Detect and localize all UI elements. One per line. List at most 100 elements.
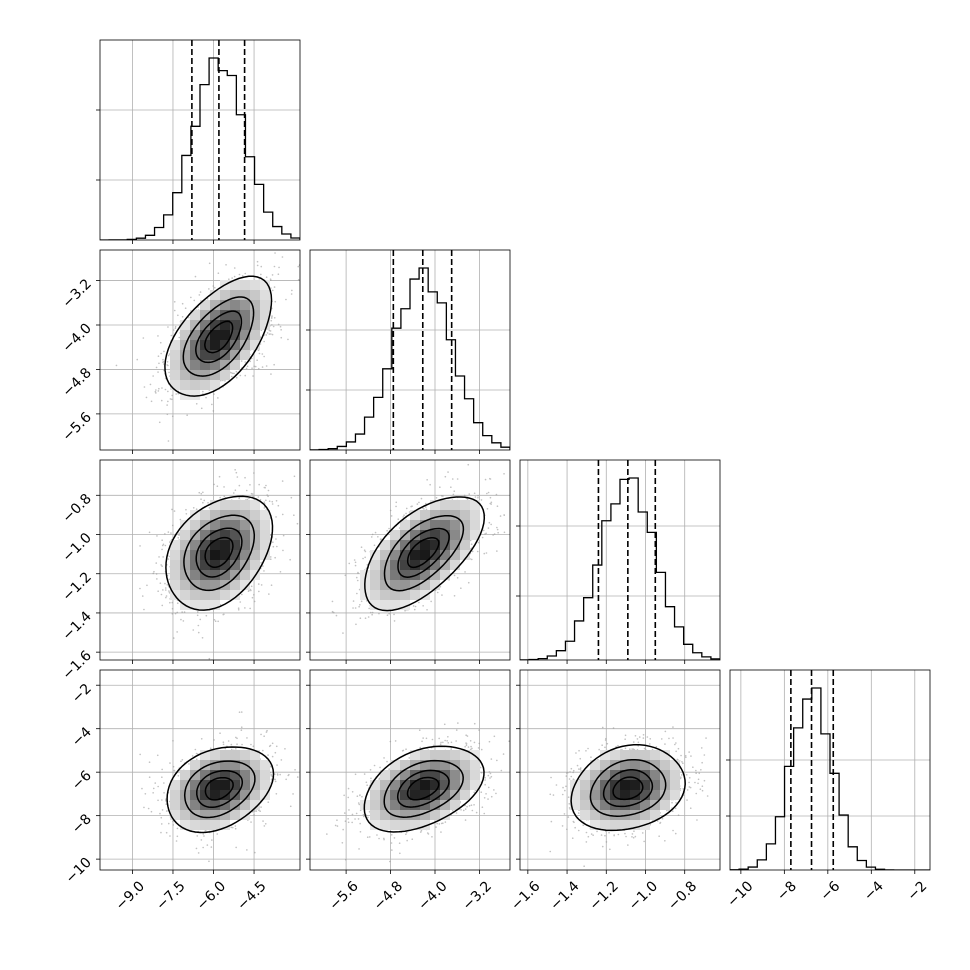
histogram-step bbox=[520, 477, 720, 660]
density-cell bbox=[450, 540, 460, 550]
x-tick-label: −10 bbox=[724, 878, 756, 910]
density-cell bbox=[420, 800, 430, 810]
density-cell bbox=[190, 330, 200, 340]
density-cell bbox=[180, 560, 190, 570]
density-cell bbox=[360, 590, 370, 600]
density-cell bbox=[240, 570, 250, 580]
density-cell bbox=[190, 310, 200, 320]
panel-plot-area bbox=[730, 670, 930, 870]
density-cell bbox=[470, 520, 480, 530]
density-cell bbox=[620, 760, 630, 770]
density-cell bbox=[250, 330, 260, 340]
density-cell bbox=[210, 340, 220, 350]
contour-line bbox=[602, 769, 654, 808]
density-cell bbox=[390, 560, 400, 570]
density-cell bbox=[670, 780, 680, 790]
x-tick-label: −2 bbox=[904, 878, 930, 904]
x-tick-label: −4 bbox=[861, 878, 887, 904]
y-tick-label: −2 bbox=[69, 681, 95, 707]
density-cell bbox=[230, 340, 240, 350]
density-cell bbox=[210, 570, 220, 580]
density-cell bbox=[230, 290, 240, 300]
density-cell bbox=[260, 760, 270, 770]
density-cell bbox=[220, 370, 230, 380]
density-cell bbox=[430, 570, 440, 580]
y-tick-label: −5.6 bbox=[59, 409, 94, 444]
density-cell bbox=[440, 530, 450, 540]
density-cell bbox=[210, 780, 220, 790]
density-cell bbox=[370, 780, 380, 790]
density-cell bbox=[660, 770, 670, 780]
density-cell bbox=[600, 750, 610, 760]
density-cell bbox=[450, 750, 460, 760]
density-cell bbox=[430, 770, 440, 780]
density-cell bbox=[650, 810, 660, 820]
panel-frame bbox=[309, 669, 511, 871]
density-cell bbox=[460, 790, 470, 800]
density-cell bbox=[250, 560, 260, 570]
contour-line bbox=[195, 310, 243, 364]
density-cell bbox=[180, 580, 190, 590]
y-tick-label: −0.8 bbox=[59, 491, 94, 526]
density-cell bbox=[580, 780, 590, 790]
density-cell bbox=[430, 530, 440, 540]
density-cell bbox=[370, 550, 380, 560]
density-cell bbox=[420, 750, 430, 760]
density-cell bbox=[470, 530, 480, 540]
panel-plot-area bbox=[310, 460, 510, 660]
density-cell bbox=[620, 800, 630, 810]
density-cell bbox=[400, 540, 410, 550]
density-cell bbox=[450, 770, 460, 780]
density-cell bbox=[260, 550, 270, 560]
density-cell bbox=[240, 800, 250, 810]
density-cell bbox=[460, 500, 470, 510]
density-cell bbox=[210, 580, 220, 590]
density-cell bbox=[190, 820, 200, 830]
y-tick-label: −6 bbox=[69, 768, 95, 794]
density-cell bbox=[220, 520, 230, 530]
histogram-step bbox=[100, 57, 300, 240]
density-cell bbox=[650, 770, 660, 780]
contour-line bbox=[165, 495, 274, 611]
density-cell bbox=[600, 780, 610, 790]
density-cell bbox=[250, 800, 260, 810]
density-cell bbox=[410, 780, 420, 790]
density-cell bbox=[440, 780, 450, 790]
contour-line bbox=[166, 746, 275, 834]
density-cell bbox=[170, 360, 180, 370]
density-cell bbox=[200, 760, 210, 770]
density-cell bbox=[640, 760, 650, 770]
density-cell bbox=[220, 330, 230, 340]
density-cell bbox=[260, 510, 270, 520]
density-cell bbox=[400, 810, 410, 820]
density-cell bbox=[240, 520, 250, 530]
density-cell bbox=[600, 770, 610, 780]
density-cell bbox=[220, 510, 230, 520]
density-cell bbox=[190, 390, 200, 400]
density-cell bbox=[390, 820, 400, 830]
scatter-panel-2-1 bbox=[306, 459, 511, 664]
density-cell bbox=[390, 760, 400, 770]
density-cell bbox=[460, 530, 470, 540]
density-cell bbox=[230, 590, 240, 600]
density-cell bbox=[170, 540, 180, 550]
density-cell bbox=[260, 780, 270, 790]
density-cell bbox=[210, 330, 220, 340]
density-cell bbox=[370, 820, 380, 830]
density-cell bbox=[240, 290, 250, 300]
density-cell bbox=[410, 750, 420, 760]
density-cell bbox=[630, 760, 640, 770]
scatter-panel-2-0: −1.6 −1.4 −1.2 −1.0 −0.8 bbox=[59, 459, 301, 683]
panel-plot-area bbox=[520, 460, 720, 660]
density-cell bbox=[180, 380, 190, 390]
density-cell bbox=[380, 780, 390, 790]
density-cell bbox=[440, 790, 450, 800]
density-cell bbox=[400, 600, 410, 610]
density-cell bbox=[650, 790, 660, 800]
density-cell bbox=[180, 770, 190, 780]
density-cell bbox=[220, 570, 230, 580]
density-cell bbox=[170, 810, 180, 820]
density-cell bbox=[370, 580, 380, 590]
density-cell bbox=[410, 510, 420, 520]
x-tick-label: −3.2 bbox=[460, 878, 495, 913]
